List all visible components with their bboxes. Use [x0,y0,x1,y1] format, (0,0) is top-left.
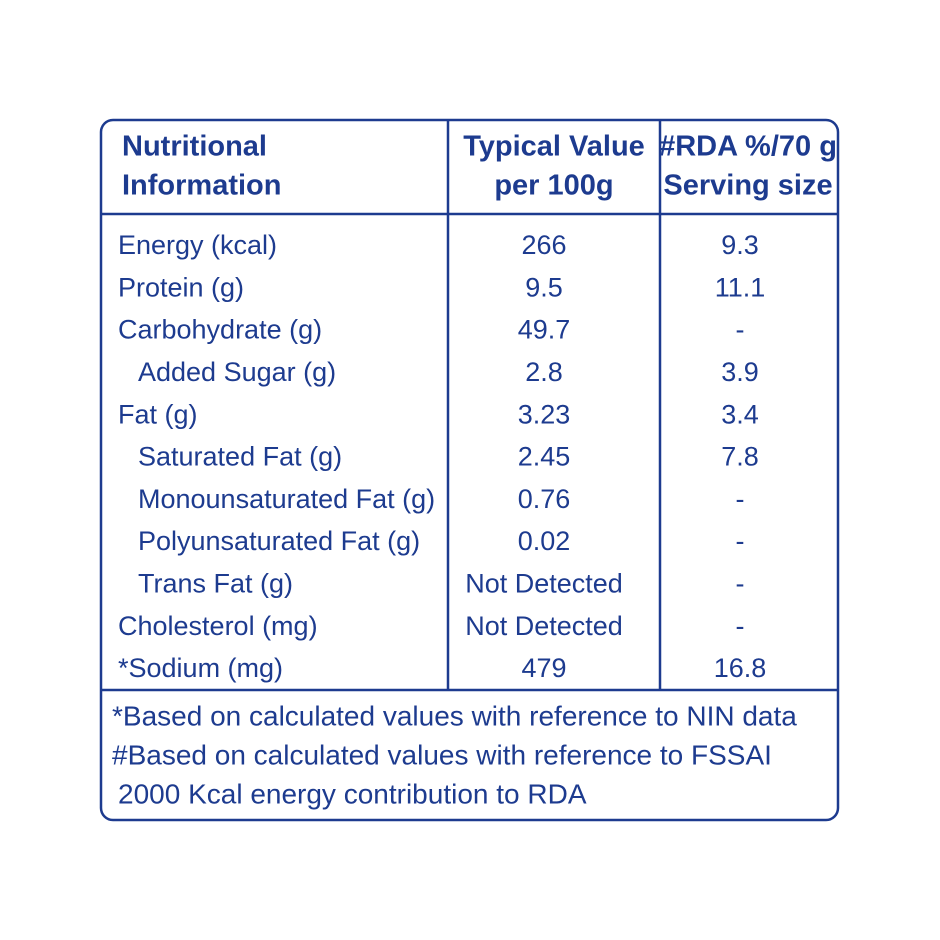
rda-value: 9.3 [721,230,759,260]
header-cell: per 100g [494,170,613,202]
header-cell: Information [122,170,282,202]
value-per-100g: 3.23 [518,399,571,429]
header-cell: Typical Value [463,131,645,163]
value-per-100g: 479 [521,653,566,683]
rda-value: - [736,569,745,599]
nutrient-name: Protein (g) [118,272,244,302]
nutrient-name: Saturated Fat (g) [138,442,342,472]
value-per-100g: 2.8 [525,357,563,387]
value-per-100g: 9.5 [525,272,563,302]
rda-value: 16.8 [714,653,767,683]
value-per-100g: 0.02 [518,526,571,556]
footnote: *Based on calculated values with referen… [112,700,797,731]
value-per-100g: 2.45 [518,442,571,472]
nutrient-name: Trans Fat (g) [138,569,293,599]
header-cell: Serving size [663,170,832,202]
table-border [99,118,840,822]
value-per-100g: Not Detected [465,611,623,641]
nutrient-name: *Sodium (mg) [118,653,283,683]
nutrient-name: Energy (kcal) [118,230,277,260]
value-per-100g: 49.7 [518,315,571,345]
nutrient-name: Monounsaturated Fat (g) [138,484,435,514]
nutrient-name: Polyunsaturated Fat (g) [138,526,420,556]
rda-value: - [736,611,745,641]
nutrient-name: Fat (g) [118,399,198,429]
footnote: 2000 Kcal energy contribution to RDA [118,778,587,809]
rda-value: - [736,484,745,514]
rda-value: 11.1 [715,272,766,302]
header-cell: #RDA %/70 g [659,131,837,163]
nutrient-name: Carbohydrate (g) [118,315,322,345]
rda-value: - [736,526,745,556]
value-per-100g: 0.76 [518,484,571,514]
footnote: #Based on calculated values with referen… [112,739,772,770]
rda-value: - [736,315,745,345]
nutrient-name: Added Sugar (g) [138,357,336,387]
header-cell: Nutritional [122,131,267,163]
nutrient-name: Cholesterol (mg) [118,611,318,641]
rda-value: 7.8 [721,442,759,472]
value-per-100g: Not Detected [465,569,623,599]
value-per-100g: 266 [521,230,566,260]
rda-value: 3.9 [721,357,759,387]
rda-value: 3.4 [721,399,759,429]
